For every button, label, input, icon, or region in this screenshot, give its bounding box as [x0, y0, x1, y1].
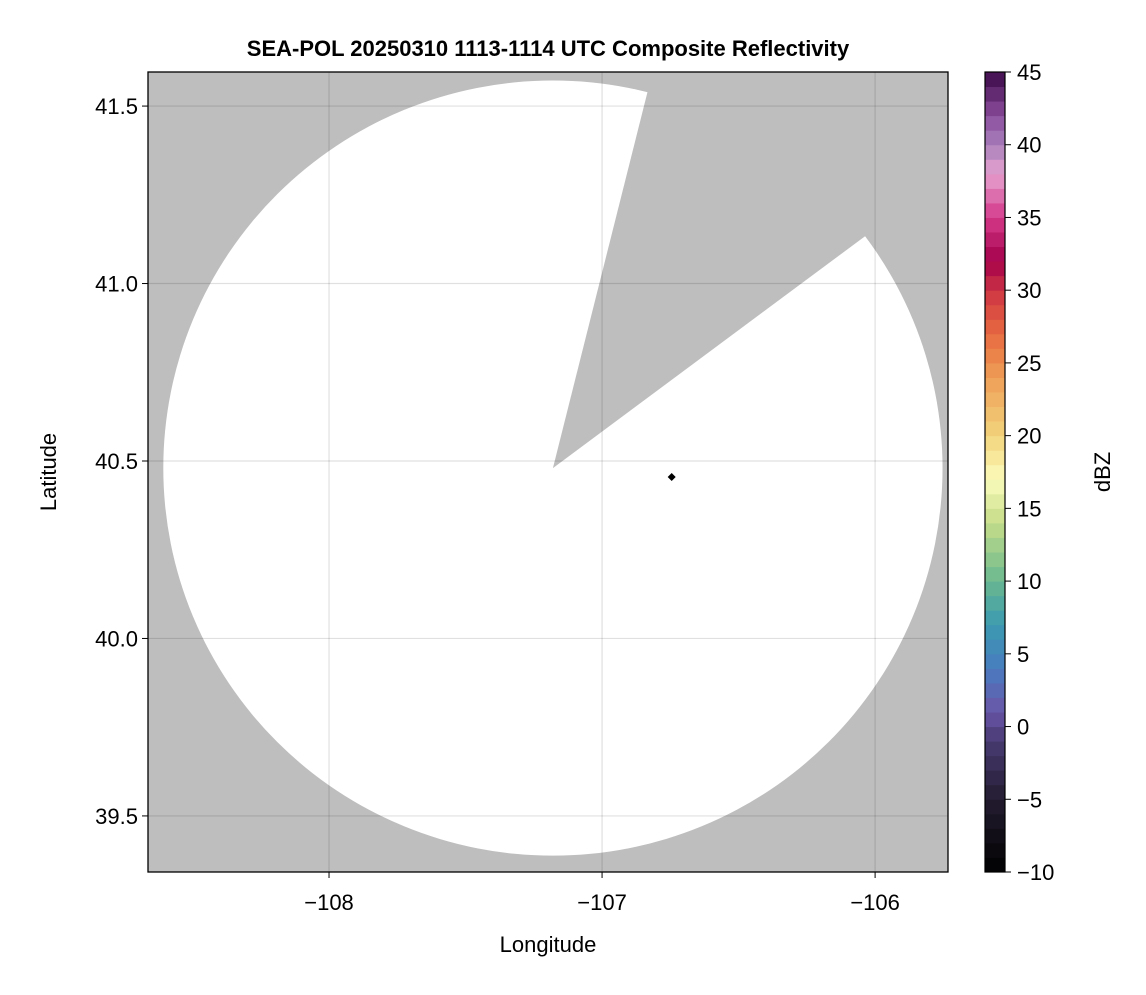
colorbar-bin: [985, 246, 1005, 262]
colorbar-frame: [984, 71, 1006, 873]
colorbar-tick-label: 0: [1017, 715, 1029, 740]
colorbar-tick-label: 40: [1017, 133, 1041, 158]
colorbar-bin: [985, 581, 1005, 597]
colorbar-bin: [985, 290, 1005, 306]
y-tick-label: 40.0: [95, 626, 138, 651]
colorbar-tick-label: −10: [1017, 860, 1054, 885]
plot-area: [148, 72, 948, 872]
colorbar: −10 −5 0 5 10 15 20 25 30 35 40 45: [984, 60, 1054, 885]
colorbar-bin: [985, 362, 1005, 378]
y-tick-label: 41.5: [95, 94, 138, 119]
colorbar-bin: [985, 493, 1005, 509]
colorbar-bin: [985, 202, 1005, 218]
colorbar-bin: [985, 697, 1005, 713]
colorbar-bin: [985, 464, 1005, 480]
y-tick-label: 40.5: [95, 449, 138, 474]
colorbar-bin: [985, 624, 1005, 640]
colorbar-bin: [985, 348, 1005, 364]
colorbar-bin: [985, 842, 1005, 858]
y-axis-label: Latitude: [36, 433, 61, 511]
colorbar-bin: [985, 610, 1005, 626]
colorbar-bin: [985, 653, 1005, 669]
colorbar-tick-label: 35: [1017, 205, 1041, 230]
radar-location-marker: [667, 472, 676, 481]
y-tick-label: 39.5: [95, 804, 138, 829]
colorbar-bin: [985, 333, 1005, 349]
colorbar-bin: [985, 784, 1005, 800]
colorbar-bin: [985, 159, 1005, 175]
chart-title: SEA-POL 20250310 1113-1114 UTC Composite…: [247, 36, 850, 61]
colorbar-bin: [985, 435, 1005, 451]
colorbar-bin: [985, 828, 1005, 844]
colorbar-tick-label: 20: [1017, 424, 1041, 449]
x-axis-label: Longitude: [500, 932, 597, 957]
x-tick-label: −107: [577, 890, 627, 915]
colorbar-bin: [985, 392, 1005, 408]
x-axis: −108 −107 −106: [304, 872, 900, 915]
colorbar-bin: [985, 799, 1005, 815]
colorbar-bin: [985, 595, 1005, 611]
colorbar-bin: [985, 741, 1005, 757]
colorbar-bin: [985, 537, 1005, 553]
colorbar-bin: [985, 639, 1005, 655]
colorbar-bin: [985, 857, 1005, 873]
colorbar-tick-label: 5: [1017, 642, 1029, 667]
colorbar-label: dBZ: [1090, 452, 1115, 492]
colorbar-bin: [985, 421, 1005, 437]
colorbar-tick-label: −5: [1017, 787, 1042, 812]
colorbar-tick-label: 25: [1017, 351, 1041, 376]
colorbar-bin: [985, 173, 1005, 189]
colorbar-bin: [985, 101, 1005, 117]
gridlines: [148, 72, 948, 872]
colorbar-bin: [985, 232, 1005, 248]
colorbar-bin: [985, 188, 1005, 204]
colorbar-bin: [985, 682, 1005, 698]
colorbar-bin: [985, 479, 1005, 495]
colorbar-bin: [985, 668, 1005, 684]
colorbar-bin: [985, 813, 1005, 829]
colorbar-bin: [985, 770, 1005, 786]
blocked-sector: [552, 72, 948, 469]
plot-frame: [147, 71, 949, 873]
colorbar-tick-label: 45: [1017, 60, 1041, 85]
colorbar-bin: [985, 115, 1005, 131]
colorbar-bin: [985, 275, 1005, 291]
colorbar-bin: [985, 130, 1005, 146]
colorbar-bin: [985, 377, 1005, 393]
colorbar-bin: [985, 261, 1005, 277]
colorbar-bin: [985, 217, 1005, 233]
colorbar-bin: [985, 522, 1005, 538]
colorbar-tick-label: 10: [1017, 569, 1041, 594]
colorbar-bin: [985, 508, 1005, 524]
colorbar-bin: [985, 144, 1005, 160]
colorbar-bin: [985, 72, 1005, 88]
x-tick-label: −108: [304, 890, 354, 915]
colorbar-bin: [985, 566, 1005, 582]
colorbar-tick-label: 15: [1017, 496, 1041, 521]
y-tick-label: 41.0: [95, 272, 138, 297]
colorbar-bin: [985, 319, 1005, 335]
colorbar-bin: [985, 552, 1005, 568]
colorbar-bin: [985, 86, 1005, 102]
colorbar-tick-label: 30: [1017, 278, 1041, 303]
y-axis: 39.5 40.0 40.5 41.0 41.5: [95, 94, 148, 829]
colorbar-bin: [985, 304, 1005, 320]
colorbar-bin: [985, 450, 1005, 466]
colorbar-bin: [985, 726, 1005, 742]
colorbar-bin: [985, 406, 1005, 422]
colorbar-bin: [985, 712, 1005, 728]
colorbar-bin: [985, 755, 1005, 771]
x-tick-label: −106: [850, 890, 900, 915]
